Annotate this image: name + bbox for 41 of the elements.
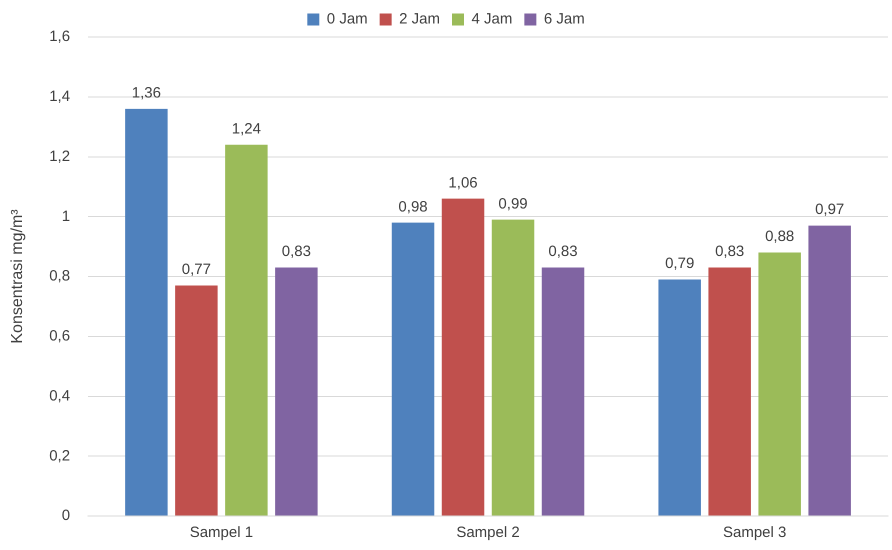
y-tick-label: 1,2 — [49, 148, 70, 165]
bar — [392, 222, 434, 516]
data-label: 0,83 — [282, 243, 311, 260]
y-tick-label: 1,4 — [49, 88, 70, 106]
legend-label: 2 Jam — [399, 10, 440, 28]
y-tick-label: 0,2 — [49, 447, 70, 464]
data-label: 1,06 — [448, 174, 478, 192]
data-label: 0,79 — [665, 255, 694, 272]
bar — [175, 285, 218, 516]
bar — [808, 226, 851, 516]
y-tick-label: 1,6 — [49, 28, 70, 46]
data-label: 1,36 — [132, 84, 161, 102]
data-label: 0,98 — [398, 198, 428, 216]
x-tick-label: Sampel 1 — [190, 524, 254, 542]
bar — [225, 144, 268, 516]
legend-label: 4 Jam — [472, 10, 512, 28]
data-label: 0,88 — [765, 228, 794, 246]
data-label: 1,24 — [232, 120, 261, 138]
data-label: 0,77 — [182, 261, 211, 278]
bar — [708, 268, 751, 516]
legend-label: 6 Jam — [544, 10, 585, 28]
bar — [542, 268, 584, 516]
y-tick-label: 0,6 — [49, 328, 70, 345]
bar — [125, 108, 168, 516]
bar — [275, 268, 318, 516]
bar — [492, 220, 534, 516]
y-tick-label: 0 — [62, 507, 70, 524]
data-label: 0,83 — [548, 243, 578, 260]
y-axis-title: Konsentrasi mg/m³ — [9, 208, 26, 344]
x-tick-label: Sampel 2 — [456, 524, 520, 542]
data-label: 0,97 — [815, 201, 844, 218]
bar — [442, 198, 484, 516]
data-label: 0,83 — [715, 243, 744, 260]
y-tick-label: 0,4 — [49, 387, 70, 404]
x-tick-label: Sampel 3 — [722, 524, 786, 542]
y-tick-label: 1 — [62, 208, 70, 225]
legend-label: 0 Jam — [326, 10, 368, 28]
bar — [758, 252, 801, 516]
y-tick-label: 0,8 — [49, 268, 70, 285]
data-label: 0,99 — [498, 195, 528, 212]
bar — [658, 279, 701, 516]
